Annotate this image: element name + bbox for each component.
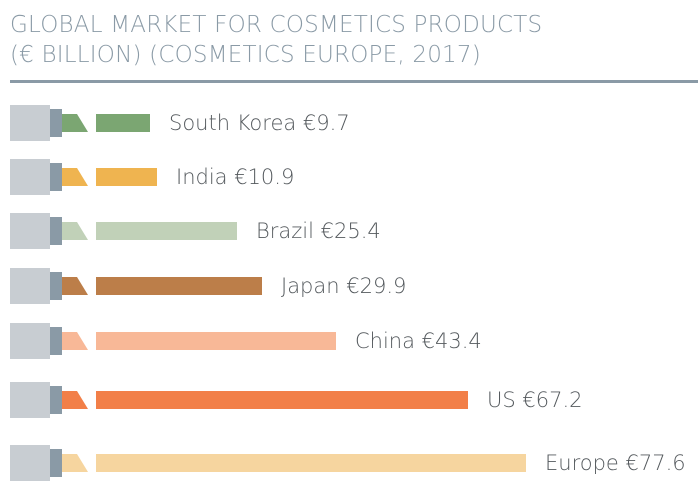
bar-row: China €43.4 — [0, 321, 700, 361]
bar — [96, 277, 262, 295]
bar-row: Japan €29.9 — [0, 266, 700, 306]
bar-row: US €67.2 — [0, 380, 700, 420]
lipstick-collar — [50, 327, 62, 355]
lipstick-tube — [10, 382, 50, 418]
lipstick-collar — [50, 386, 62, 414]
lipstick-tube — [10, 105, 50, 141]
bar — [96, 454, 526, 472]
bar-label: South Korea €9.7 — [169, 111, 350, 135]
lipstick-tip — [62, 222, 88, 240]
lipstick-collar — [50, 272, 62, 300]
bar-label: US €67.2 — [487, 388, 583, 412]
lipstick-tip — [62, 332, 88, 350]
lipstick-collar — [50, 449, 62, 477]
lipstick-tube — [10, 159, 50, 195]
bar — [96, 332, 336, 350]
lipstick-tip — [62, 277, 88, 295]
lipstick-tip — [62, 391, 88, 409]
bar-label: Europe €77.6 — [545, 451, 686, 475]
bar-row: Brazil €25.4 — [0, 211, 700, 251]
lipstick-tip — [62, 454, 88, 472]
bar — [96, 391, 468, 409]
lipstick-tip — [62, 114, 88, 132]
lipstick-tube — [10, 445, 50, 481]
bar-label: Japan €29.9 — [281, 274, 407, 298]
lipstick-tube — [10, 268, 50, 304]
bar-row: India €10.9 — [0, 157, 700, 197]
lipstick-tube — [10, 323, 50, 359]
lipstick-collar — [50, 163, 62, 191]
chart-title: GLOBAL MARKET FOR COSMETICS PRODUCTS (€ … — [10, 10, 542, 70]
bar-label: Brazil €25.4 — [256, 219, 381, 243]
bar-label: India €10.9 — [176, 165, 295, 189]
lipstick-collar — [50, 217, 62, 245]
bar — [96, 168, 157, 186]
bar — [96, 114, 150, 132]
chart-title-line-1: GLOBAL MARKET FOR COSMETICS PRODUCTS — [10, 12, 543, 38]
lipstick-tube — [10, 213, 50, 249]
title-divider — [10, 80, 698, 83]
bar — [96, 222, 237, 240]
lipstick-tip — [62, 168, 88, 186]
bar-label: China €43.4 — [355, 329, 482, 353]
chart-title-line-2: (€ BILLION) (COSMETICS EUROPE, 2017) — [10, 42, 481, 68]
bar-row: South Korea €9.7 — [0, 103, 700, 143]
bar-row: Europe €77.6 — [0, 443, 700, 483]
lipstick-collar — [50, 109, 62, 137]
